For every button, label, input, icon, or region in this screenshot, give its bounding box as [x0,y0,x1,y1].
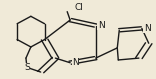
Text: N: N [98,21,104,30]
Text: N: N [144,24,151,33]
Text: Cl: Cl [74,3,83,12]
Text: S: S [24,63,30,72]
Text: N: N [72,58,79,67]
